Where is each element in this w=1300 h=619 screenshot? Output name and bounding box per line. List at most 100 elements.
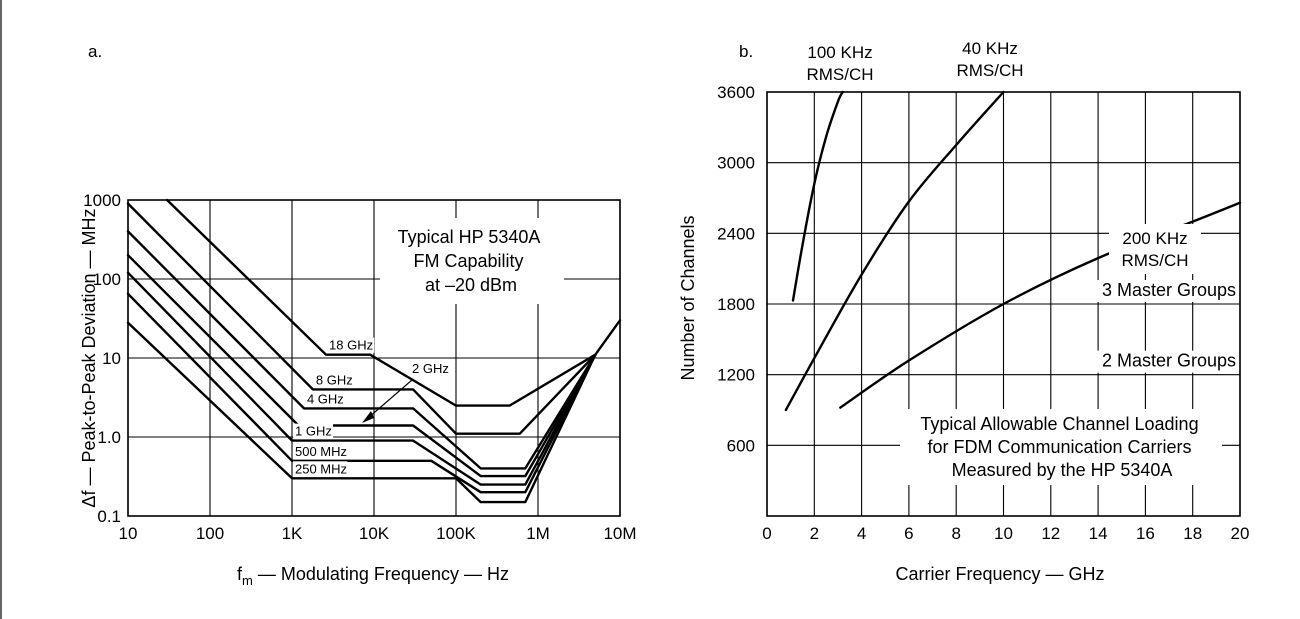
panel-a-series-label-bg-2-ghz — [410, 361, 450, 376]
panel-b-series-lines — [784, 90, 1242, 412]
panel-a-x-axis-label: fm — Modulating Frequency — Hz — [237, 564, 509, 588]
panel-b-y-tick-3600: 3600 — [717, 83, 755, 102]
panel-a-series-label-bg-8-ghz — [313, 372, 354, 388]
panel-b-series-labels: 100 KHz RMS/CH 40 KHz RMS/CH 200 KHz RMS/CH — [806, 39, 1201, 274]
panel-a-plot-area — [127, 199, 621, 517]
panel-b-series-label-line-1-100-khz-rms-ch: 100 KHz — [807, 43, 872, 62]
panel-a-annotation-background — [380, 218, 564, 304]
panel-b-x-tick-6: 6 — [904, 524, 913, 543]
panel-b-master-group-labels: 3 Master Groups 2 Master Groups — [1092, 280, 1238, 373]
panel-b-series-label-line-2-200-khz-rms-ch: RMS/CH — [1121, 251, 1188, 270]
panel-b-series-line-200-khz-rms-ch — [839, 201, 1242, 409]
panel-a-x-tick-100: 100 — [196, 524, 224, 543]
panel-a-series-label-18-ghz: 18 GHz — [329, 338, 373, 353]
panel-a-series-line-250-mhz — [126, 321, 597, 504]
panel-a-annotation-line-3: at –20 dBm — [425, 275, 517, 295]
panel-a-series-labels: 18 GHz 8 GHz 4 GHz 2 GHz 1 GHz 500 MHz 250 MHz — [293, 337, 450, 477]
panel-a-series-line-8-ghz — [126, 202, 597, 435]
panel-a-x-axis-label-subscript: m — [242, 573, 253, 588]
panel-a-fm-capability-chart: a. 10 100 1K 10K 100K 1M 10M 0.1 1.0 10 100 1000 T… — [79, 42, 637, 588]
panel-b-series-label-100-khz-rms-ch: 100 KHz RMS/CH — [806, 43, 873, 84]
panel-a-y-tick-10: 10 — [102, 349, 121, 368]
panel-a-series-label-2-ghz: 2 GHz — [412, 361, 449, 376]
panel-a-series-lines — [126, 198, 622, 504]
panel-a-y-tick-0-1: 0.1 — [97, 507, 121, 526]
panel-a-series-label-500-mhz: 500 MHz — [295, 444, 347, 459]
panel-a-series-label-bg-18-ghz — [327, 337, 375, 353]
panel-a-x-tick-labels: 10 100 1K 10K 100K 1M 10M — [119, 524, 637, 543]
panel-a-y-tick-100: 100 — [93, 270, 121, 289]
panel-b-x-tick-2: 2 — [810, 524, 819, 543]
panel-b-annotation-line-1: Typical Allowable Channel Loading — [920, 414, 1198, 434]
panel-a-x-tick-1k: 1K — [282, 524, 303, 543]
panel-a-series-line-common-rise — [594, 319, 622, 356]
panel-a-annotation-line-1: Typical HP 5340A — [398, 227, 541, 247]
panel-b-annotation: Typical Allowable Channel Loading for FD… — [920, 414, 1203, 480]
panel-a-series-line-500-mhz — [126, 292, 597, 494]
panel-b-series-label-line-2-100-khz-rms-ch: RMS/CH — [806, 65, 873, 84]
panel-b-x-tick-10: 10 — [994, 524, 1013, 543]
panel-b-series-label-bg-200-khz-rms-ch — [1109, 224, 1201, 274]
panel-a-series-line-4-ghz — [126, 230, 597, 470]
panel-b-annotation-line-2: for FDM Communication Carriers — [927, 437, 1191, 457]
panel-b-letter: b. — [739, 42, 753, 61]
panel-a-annotation-line-2: FM Capability — [413, 251, 523, 271]
panel-a-2ghz-pointer-arrowhead — [362, 411, 374, 423]
panel-b-y-tick-2400: 2400 — [717, 224, 755, 243]
panel-a-x-axis-label-text: — Modulating Frequency — Hz — [253, 564, 509, 584]
panel-b-channel-loading-chart: b. 0 2 4 6 8 10 12 14 16 18 20 600 1200 1800 2400 3000… — [678, 39, 1249, 584]
panel-b-x-tick-18: 18 — [1183, 524, 1202, 543]
panel-b-x-tick-14: 14 — [1089, 524, 1108, 543]
panel-a-series-label-bg-500-mhz — [293, 443, 348, 459]
panel-b-ref-label-3-master-groups: 3 Master Groups — [1102, 280, 1236, 300]
panel-b-x-tick-20: 20 — [1231, 524, 1250, 543]
panel-b-series-line-100-khz-rms-ch — [791, 90, 844, 302]
panel-b-x-tick-8: 8 — [951, 524, 960, 543]
panel-a-letter: a. — [88, 42, 102, 61]
panel-b-ref-label-bg-2-master-groups — [1092, 350, 1238, 373]
panel-a-y-tick-1000: 1000 — [83, 191, 121, 210]
panel-b-ref-label-bg-3-master-groups — [1092, 280, 1238, 302]
panel-a-y-tick-1-0: 1.0 — [97, 428, 121, 447]
panel-b-y-tick-3000: 3000 — [717, 154, 755, 173]
panel-b-x-tick-16: 16 — [1136, 524, 1155, 543]
panel-a-series-label-4-ghz: 4 GHz — [307, 391, 344, 406]
panel-a-series-label-bg-4-ghz — [304, 391, 345, 407]
panel-a-series-label-8-ghz: 8 GHz — [316, 372, 353, 387]
panel-b-y-tick-1200: 1200 — [717, 366, 755, 385]
panel-b-series-label-200-khz-rms-ch: 200 KHz RMS/CH — [1121, 229, 1188, 270]
panel-b-x-axis-label: Carrier Frequency — GHz — [895, 564, 1104, 584]
panel-a-x-tick-1m: 1M — [526, 524, 550, 543]
panel-b-x-tick-0: 0 — [762, 524, 771, 543]
panel-a-x-tick-10: 10 — [119, 524, 138, 543]
panel-b-series-label-40-khz-rms-ch: 40 KHz RMS/CH — [956, 39, 1023, 80]
panel-b-y-axis-label: Number of Channels — [678, 215, 698, 380]
panel-a-x-tick-10k: 10K — [359, 524, 390, 543]
panel-b-series-label-line-1-200-khz-rms-ch: 200 KHz — [1122, 229, 1187, 248]
panel-b-y-tick-1800: 1800 — [717, 295, 755, 314]
panel-a-2ghz-pointer-arrow — [367, 379, 413, 419]
panel-a-x-axis-label-f: f — [237, 564, 243, 584]
panel-a-annotation: Typical HP 5340A FM Capability at –20 dB… — [398, 227, 545, 295]
panel-a-x-tick-100k: 100K — [436, 524, 476, 543]
panel-a-series-line-2-ghz — [126, 254, 597, 478]
panel-b-x-tick-12: 12 — [1041, 524, 1060, 543]
panel-b-series-label-line-2-40-khz-rms-ch: RMS/CH — [956, 61, 1023, 80]
panel-b-series-line-40-khz-rms-ch — [784, 90, 1005, 412]
panel-b-annotation-line-3: Measured by the HP 5340A — [952, 460, 1173, 480]
panel-a-series-line-18-ghz — [165, 198, 597, 407]
panel-a-series-label-bg-250-mhz — [293, 461, 348, 477]
panel-a-series-label-bg-1-ghz — [293, 423, 333, 439]
panel-a-series-line-1-ghz — [126, 271, 597, 486]
panel-a-x-tick-10m: 10M — [603, 524, 636, 543]
panel-a-y-axis-label: Δf — Peak-to-Peak Deviation — MHz — [79, 208, 99, 507]
panel-a-series-label-1-ghz: 1 GHz — [295, 424, 332, 439]
panel-b-annotation-background — [900, 409, 1222, 485]
panel-b-x-tick-labels: 0 2 4 6 8 10 12 14 16 18 20 — [762, 524, 1249, 543]
panel-b-y-tick-600: 600 — [727, 436, 755, 455]
panel-a-y-tick-labels: 0.1 1.0 10 100 1000 — [83, 191, 121, 526]
panel-b-x-tick-4: 4 — [857, 524, 866, 543]
panel-b-series-label-line-1-40-khz-rms-ch: 40 KHz — [962, 39, 1018, 58]
panel-b-ref-label-2-master-groups: 2 Master Groups — [1102, 351, 1236, 371]
